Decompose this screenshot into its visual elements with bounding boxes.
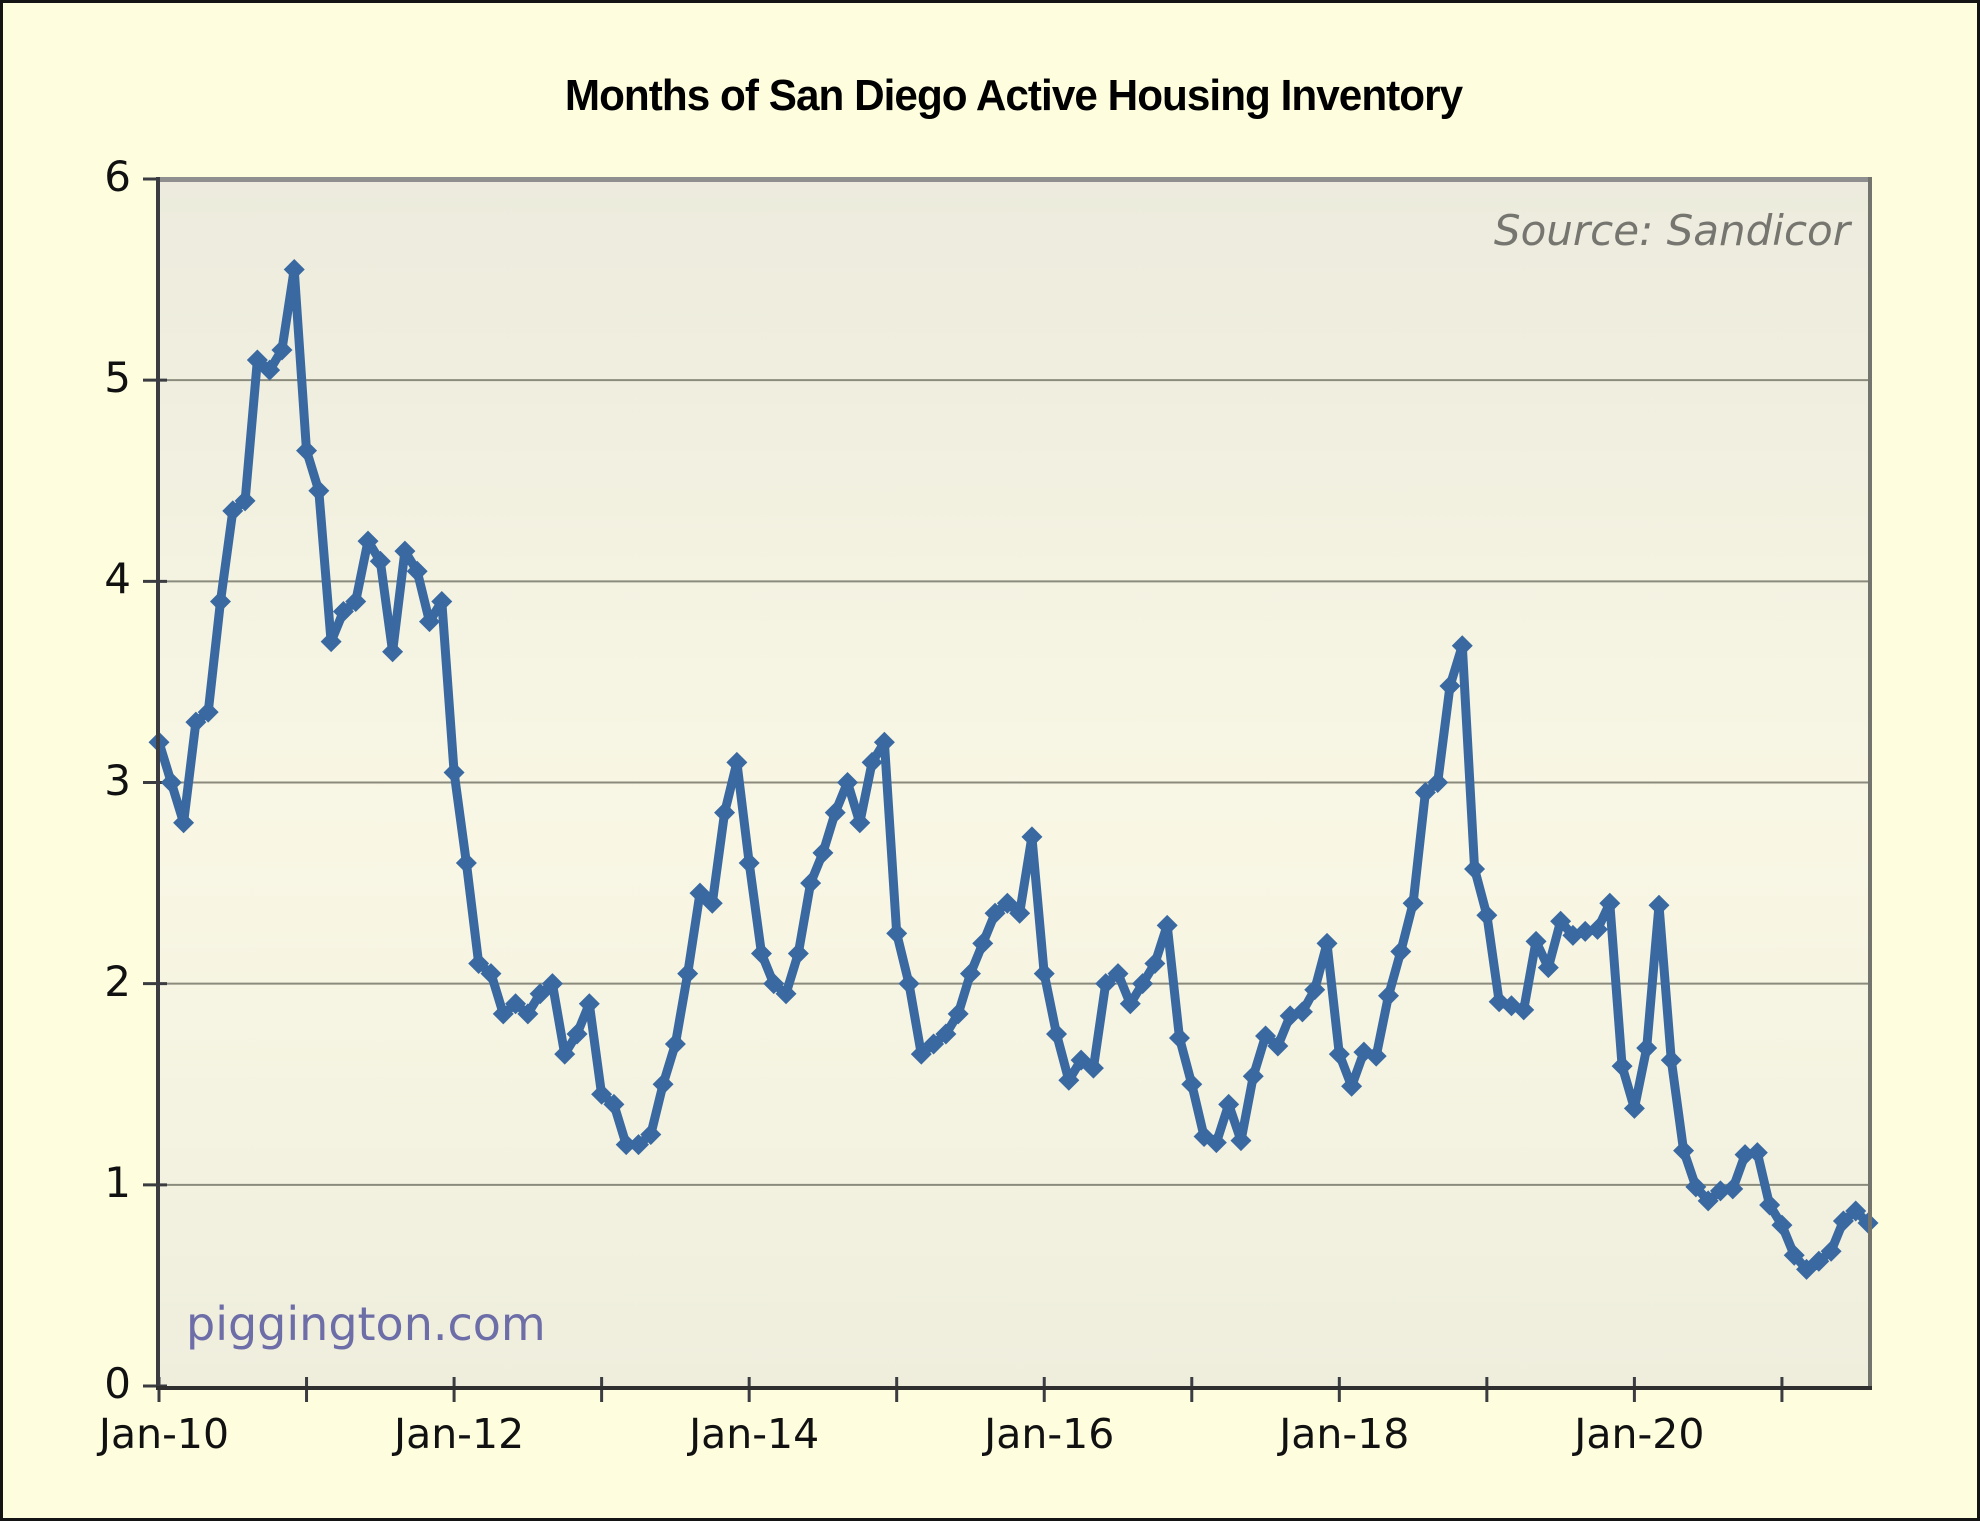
- x-axis-label: Jan-12: [393, 1410, 525, 1458]
- plot-border-right: [1868, 177, 1872, 1386]
- x-axis-label: Jan-16: [984, 1410, 1115, 1458]
- x-axis-label: Jan-10: [98, 1410, 230, 1458]
- y-axis-line: [156, 177, 160, 1386]
- chart-title: Months of San Diego Active Housing Inven…: [564, 71, 1463, 120]
- y-axis-label: 6: [104, 152, 131, 201]
- chart-plot-area: [143, 177, 1879, 1402]
- watermark-link[interactable]: piggington.com: [186, 1297, 546, 1351]
- x-axis-line: [156, 1386, 1872, 1390]
- source-label: Source: Sandicor: [1493, 206, 1850, 255]
- x-axis-label: Jan-14: [689, 1410, 820, 1458]
- y-axis-label: 3: [104, 755, 131, 805]
- x-axis-label: Jan-20: [1574, 1410, 1705, 1458]
- y-axis-label: 0: [104, 1359, 131, 1408]
- x-axis-label: Jan-18: [1279, 1410, 1410, 1458]
- y-axis-label: 4: [104, 554, 131, 604]
- y-axis-label: 1: [104, 1157, 131, 1207]
- y-axis-label: 5: [104, 353, 131, 403]
- y-axis-label: 2: [104, 956, 131, 1006]
- plot-border-top: [159, 177, 1872, 182]
